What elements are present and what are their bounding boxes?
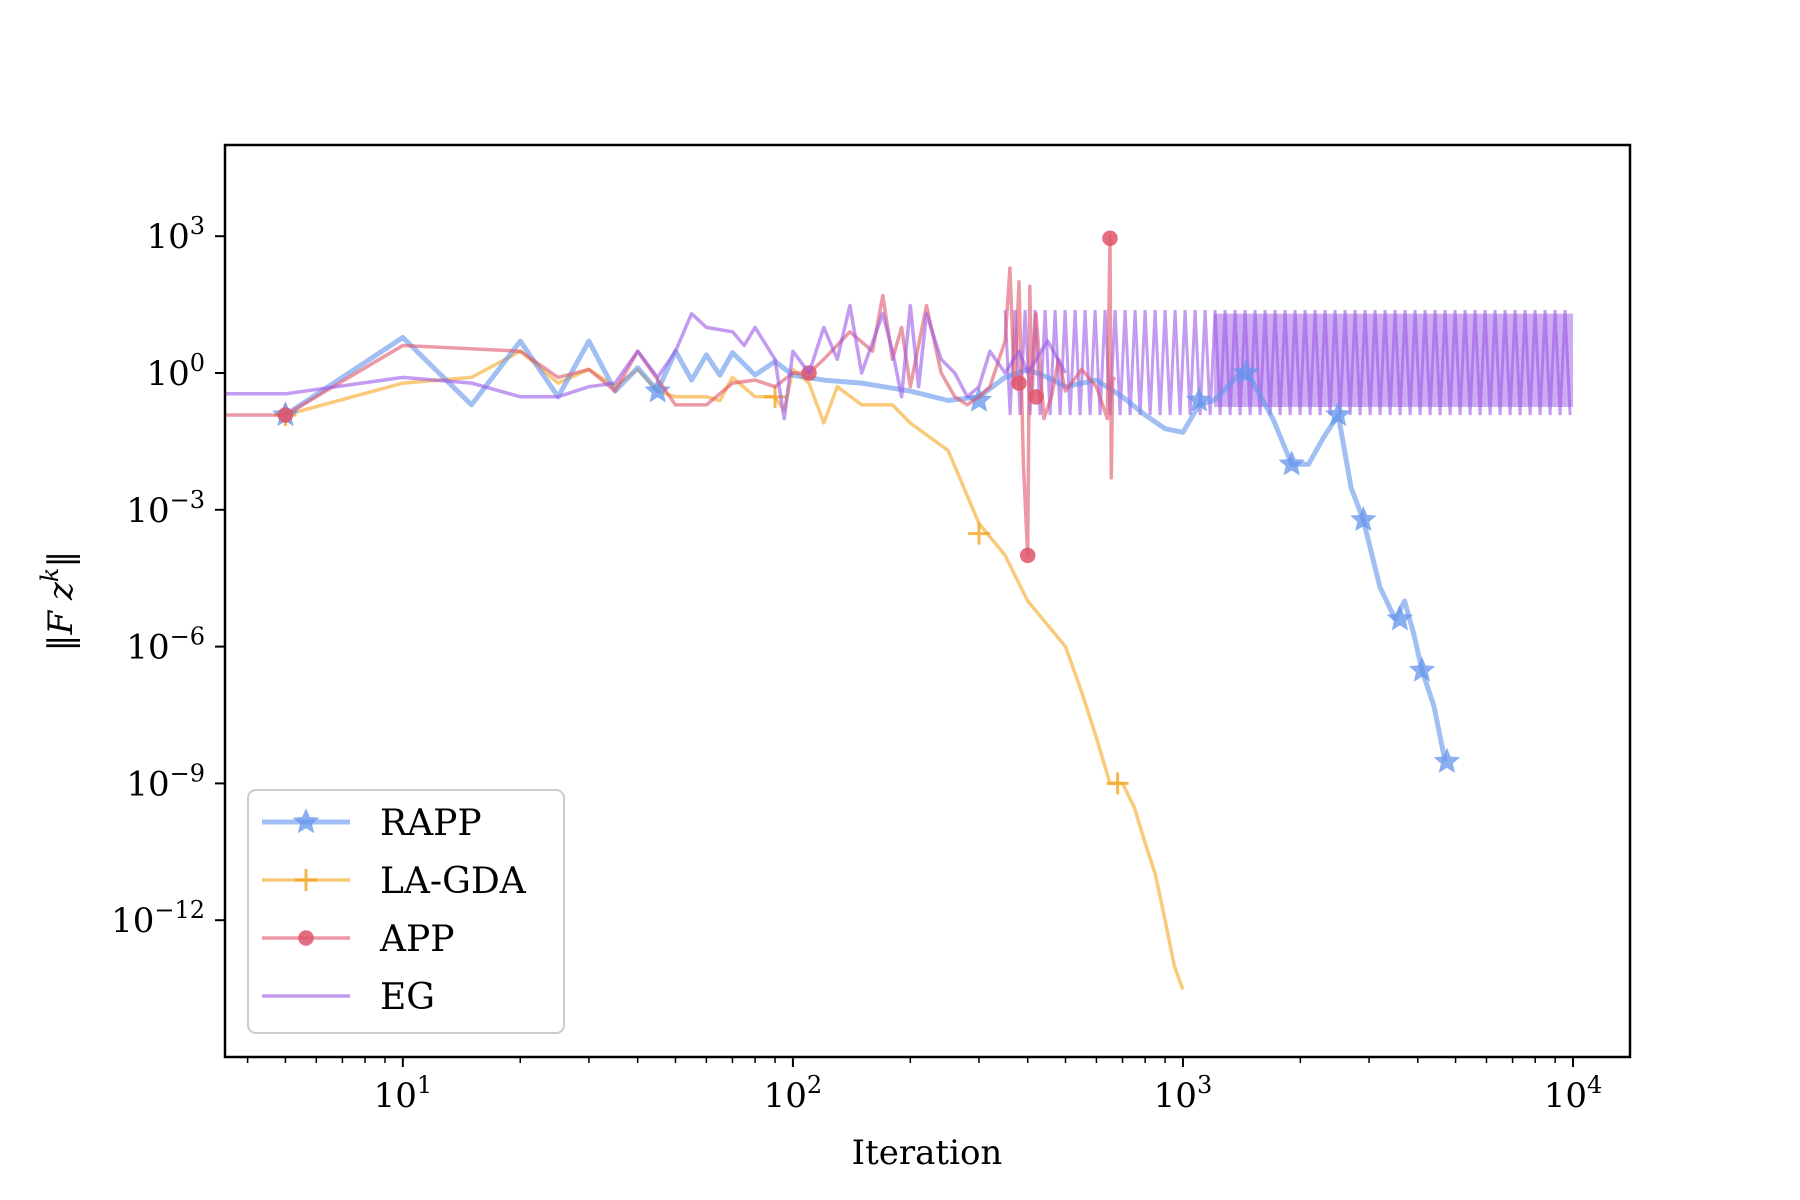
x-axis-label: Iteration bbox=[852, 1133, 1003, 1173]
legend-marker-app bbox=[298, 930, 314, 946]
series-1-marker-3 bbox=[1106, 772, 1129, 795]
series-3-band bbox=[1213, 313, 1574, 407]
series-0-marker-7 bbox=[1350, 505, 1377, 532]
ticks-layer: 101 102 103 104 103 100 10−3 10−6 10−9 10−12 bbox=[111, 212, 1602, 1116]
legend-label-app: APP bbox=[379, 919, 454, 960]
y-tick-label-5: 10−12 bbox=[111, 896, 205, 941]
y-axis-label: ‖F zk‖ bbox=[36, 551, 81, 652]
series-0-marker-10 bbox=[1433, 747, 1461, 774]
series-layer bbox=[225, 230, 1574, 991]
series-0-marker-2 bbox=[965, 386, 993, 412]
legend-label-rapp: RAPP bbox=[380, 803, 482, 844]
legend-box bbox=[247, 789, 565, 1034]
series-0-marker-5 bbox=[1278, 450, 1305, 476]
y-axis-label-group: ‖F zk‖ bbox=[36, 551, 81, 652]
y-tick-label-1: 100 bbox=[146, 349, 205, 394]
series-2-marker-4 bbox=[1028, 389, 1044, 405]
x-tick-label-3: 104 bbox=[1544, 1071, 1603, 1116]
legend-label-la-gda: LA-GDA bbox=[380, 861, 527, 902]
x-tick-label-2: 103 bbox=[1154, 1071, 1213, 1116]
series-0-marker-1 bbox=[644, 377, 671, 403]
series-0-marker-8 bbox=[1386, 605, 1414, 631]
x-tick-label-0: 101 bbox=[374, 1071, 433, 1116]
legend-marker-rapp bbox=[292, 808, 320, 834]
series-2-marker-5 bbox=[1102, 230, 1118, 247]
series-0-marker-4 bbox=[1232, 359, 1260, 385]
y-tick-label-0: 103 bbox=[146, 212, 205, 257]
x-tick-label-1: 102 bbox=[764, 1071, 823, 1116]
y-tick-label-4: 10−9 bbox=[126, 759, 205, 804]
series-2-marker-3 bbox=[1019, 547, 1036, 564]
series-0-marker-9 bbox=[1408, 656, 1436, 682]
series-2-marker-0 bbox=[277, 407, 294, 423]
y-tick-label-2: 10−3 bbox=[126, 486, 205, 531]
series-0-marker-6 bbox=[1324, 401, 1352, 427]
series-1-marker-2 bbox=[967, 522, 990, 545]
series-2-marker-2 bbox=[1011, 375, 1027, 391]
series-3-line bbox=[225, 303, 1068, 421]
plot-frame bbox=[223, 143, 1632, 1059]
legend: RAPP LA-GDA APP EG bbox=[247, 789, 565, 1034]
legend-label-eg: EG bbox=[380, 977, 435, 1018]
series-0-marker-3 bbox=[1185, 386, 1213, 412]
legend-marker-la-gda bbox=[295, 869, 317, 891]
y-tick-label-3: 10−6 bbox=[126, 623, 205, 668]
